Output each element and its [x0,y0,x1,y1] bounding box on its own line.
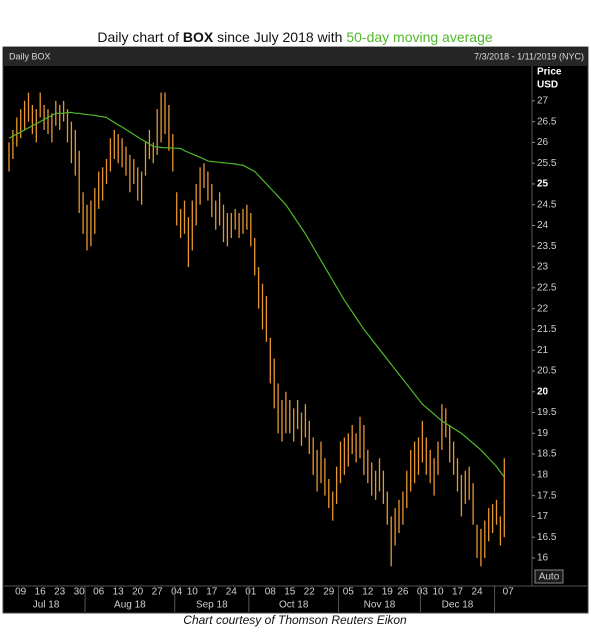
x-tick-label: 30 [74,587,86,598]
x-tick-label: 29 [323,587,335,598]
month-label: Jul 18 [33,600,60,611]
x-tick-label: 23 [54,587,66,598]
y-tick-label: 19 [537,428,549,439]
auto-button[interactable] [534,569,564,584]
x-tick-label: 16 [35,587,47,598]
y-tick-label: 23.5 [537,241,557,252]
y-tick-label: 25 [537,179,549,190]
x-tick-label: 12 [362,587,374,598]
month-label: Nov 18 [364,600,396,611]
auto-button-label[interactable]: Auto [539,572,560,583]
y-tick-label: 21 [537,345,549,356]
title-part: BOX [183,29,214,45]
y-tick-label: 18 [537,470,549,481]
y-tick-label: 27 [537,95,549,106]
y-tick-label: 26.5 [537,116,557,127]
x-tick-label: 24 [471,587,483,598]
x-tick-label: 06 [93,587,105,598]
month-label: Aug 18 [114,600,146,611]
y-tick-label: 16.5 [537,532,557,543]
title-part: 50-day moving average [346,29,493,45]
x-tick-label: 04 [171,587,183,598]
y-tick-label: 20.5 [537,366,557,377]
x-tick-label: 10 [432,587,444,598]
x-tick-label: 27 [152,587,164,598]
y-tick-label: 26 [537,137,549,148]
y-tick-label: 21.5 [537,324,557,335]
chart-title: Daily chart of BOX since July 2018 with … [97,29,493,45]
x-tick-label: 01 [245,587,257,598]
month-label: Sep 18 [196,600,228,611]
x-tick-label: 15 [284,587,296,598]
x-tick-label: 17 [206,587,218,598]
caption: Chart courtesy of Thomson Reuters Eikon [183,613,407,627]
x-tick-label: 03 [417,587,429,598]
y-axis-label: USD [537,80,558,91]
y-tick-label: 22.5 [537,282,557,293]
x-tick-label: 22 [304,587,316,598]
x-tick-label: 05 [343,587,355,598]
x-tick-label: 13 [113,587,125,598]
title-part: since July 2018 with [213,29,346,45]
y-tick-label: 24 [537,220,549,231]
y-tick-label: 22 [537,303,549,314]
x-tick-label: 07 [503,587,515,598]
y-axis-label: Price [537,67,562,78]
x-tick-label: 19 [382,587,394,598]
panel [2,46,589,614]
x-tick-label: 10 [187,587,199,598]
x-tick-label: 24 [226,587,238,598]
title-part: Daily chart of [97,29,183,45]
moving-average-line [8,111,505,478]
y-tick-label: 20 [537,386,549,397]
x-tick-label: 26 [397,587,409,598]
y-tick-label: 25.5 [537,158,557,169]
y-tick-label: 23 [537,262,549,273]
y-tick-label: 17.5 [537,490,557,501]
y-tick-label: 24.5 [537,199,557,210]
header-left: Daily BOX [9,51,51,61]
x-tick-label: 08 [265,587,277,598]
header-right: 7/3/2018 - 1/11/2019 (NYC) [474,51,584,61]
header-strip [4,48,587,66]
x-tick-label: 20 [132,587,144,598]
y-tick-label: 17 [537,511,549,522]
month-label: Oct 18 [279,600,309,611]
month-label: Dec 18 [442,600,474,611]
x-tick-label: 17 [452,587,464,598]
x-tick-label: 09 [15,587,27,598]
y-tick-label: 16 [537,553,549,564]
y-tick-label: 19.5 [537,407,557,418]
y-tick-label: 18.5 [537,449,557,460]
